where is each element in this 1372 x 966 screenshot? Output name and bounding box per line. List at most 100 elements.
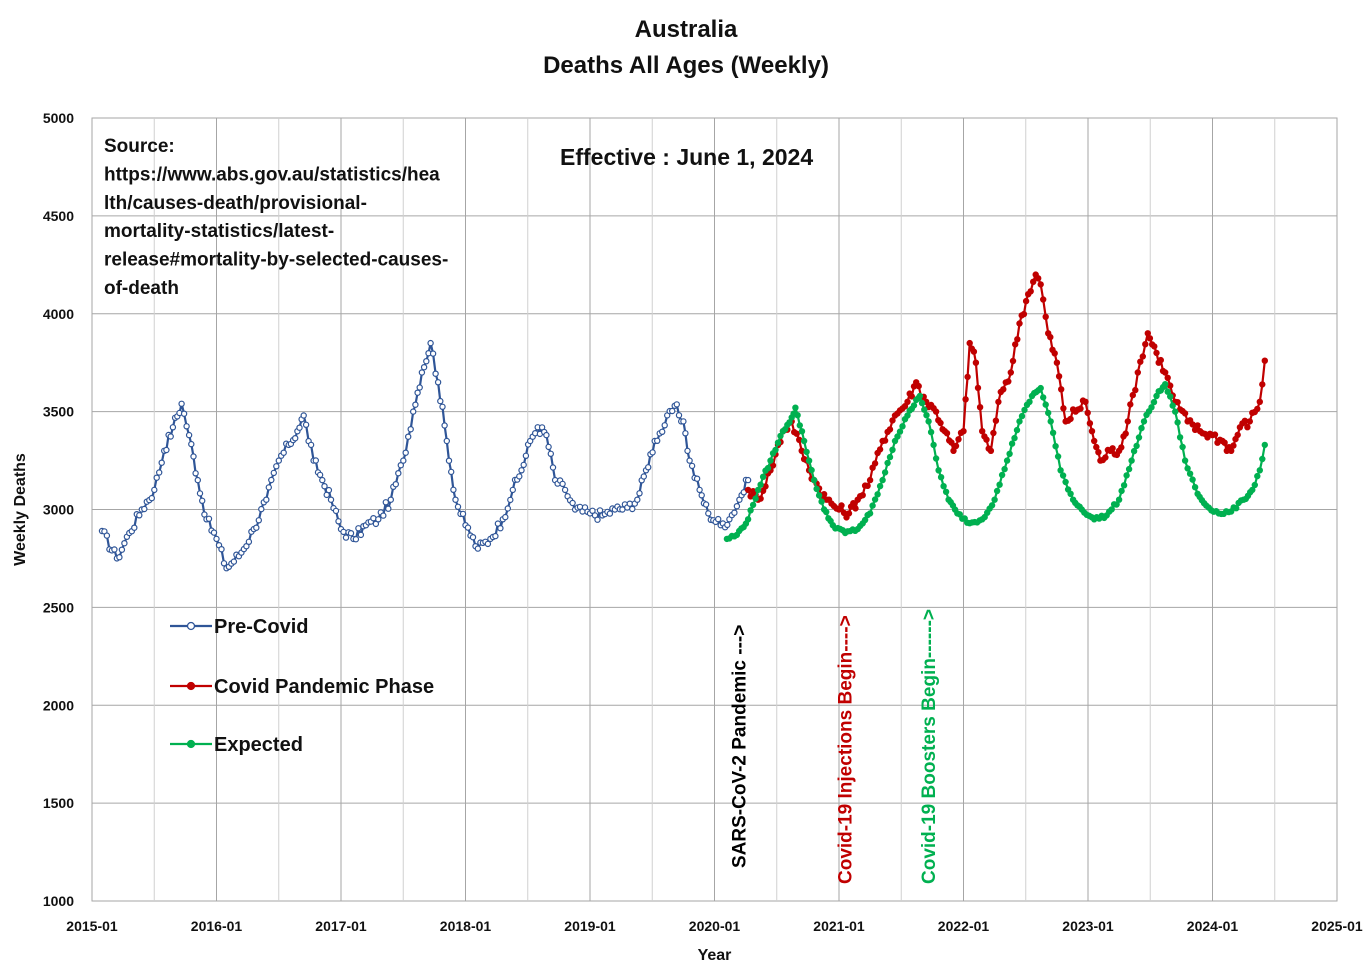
- series-group: [98, 271, 1269, 572]
- data-point: [896, 428, 904, 435]
- data-point: [543, 431, 550, 439]
- data-point: [1133, 442, 1140, 450]
- data-point: [265, 484, 272, 491]
- data-point: [410, 408, 417, 415]
- y-tick-label: 2500: [43, 599, 74, 615]
- data-point: [661, 422, 668, 429]
- data-point: [273, 463, 280, 470]
- annotation-text: SARS-CoV-2 Pandemic --->: [730, 625, 751, 868]
- data-point: [1130, 447, 1138, 455]
- data-point: [167, 433, 174, 440]
- data-point: [1148, 404, 1155, 411]
- data-point: [1018, 412, 1026, 420]
- chart-title: Australia: [634, 16, 738, 43]
- data-point: [686, 457, 693, 464]
- data-point: [889, 417, 896, 424]
- data-point: [1249, 486, 1256, 494]
- data-point: [385, 505, 392, 512]
- data-point: [937, 419, 944, 427]
- data-point: [669, 407, 676, 415]
- data-point: [210, 529, 218, 536]
- data-point: [395, 470, 402, 477]
- data-point: [606, 510, 614, 517]
- data-point: [757, 481, 764, 488]
- data-point: [1127, 401, 1134, 408]
- data-point: [871, 460, 879, 467]
- data-point: [1055, 373, 1063, 380]
- data-point: [871, 496, 879, 503]
- data-point: [884, 459, 891, 467]
- data-point: [1052, 443, 1059, 450]
- data-point: [876, 482, 884, 490]
- x-tick-label: 2024-01: [1187, 918, 1239, 934]
- data-point: [418, 369, 426, 376]
- data-point: [838, 502, 845, 509]
- data-point: [459, 510, 467, 518]
- data-point: [429, 350, 437, 357]
- data-point: [1082, 398, 1089, 405]
- data-point: [1118, 487, 1125, 495]
- y-tick-label: 5000: [43, 110, 74, 126]
- data-point: [659, 428, 666, 435]
- x-tick-label: 2019-01: [564, 918, 616, 934]
- data-point: [1181, 410, 1189, 417]
- data-point: [749, 501, 757, 509]
- data-point: [684, 447, 691, 455]
- data-point: [245, 538, 253, 546]
- data-point: [1124, 418, 1132, 425]
- data-point: [1118, 444, 1125, 451]
- data-point: [1139, 353, 1147, 360]
- data-point: [876, 446, 884, 453]
- data-point: [1016, 320, 1023, 327]
- data-point: [793, 430, 800, 437]
- legend-label: Covid Pandemic Phase: [214, 676, 434, 698]
- data-point: [103, 532, 111, 539]
- data-point: [1232, 505, 1240, 512]
- data-point: [925, 418, 932, 425]
- data-point: [185, 431, 193, 439]
- data-point: [1189, 476, 1196, 483]
- data-point: [702, 501, 710, 508]
- data-point: [698, 492, 705, 499]
- data-point: [1259, 381, 1266, 388]
- data-point: [1037, 384, 1044, 392]
- data-point: [559, 480, 566, 488]
- data-point: [715, 515, 722, 523]
- data-point: [1120, 482, 1128, 489]
- data-point: [1134, 369, 1142, 376]
- data-point: [992, 417, 1000, 424]
- data-point: [263, 496, 270, 503]
- data-point: [764, 464, 772, 472]
- data-point: [448, 468, 455, 476]
- data-point: [1042, 401, 1049, 408]
- data-point: [810, 476, 818, 484]
- data-point: [724, 521, 731, 529]
- data-point: [744, 516, 752, 523]
- data-point: [759, 473, 767, 480]
- data-point: [1051, 350, 1058, 357]
- data-point: [1027, 288, 1034, 295]
- data-point: [192, 470, 199, 477]
- data-point: [400, 457, 407, 464]
- data-point: [131, 524, 138, 531]
- data-point: [866, 510, 874, 517]
- data-point: [423, 358, 430, 365]
- data-point: [327, 496, 335, 503]
- data-point: [545, 443, 552, 451]
- data-point: [800, 437, 808, 445]
- data-point: [932, 455, 940, 462]
- data-point: [121, 540, 128, 547]
- data-point: [357, 531, 365, 539]
- data-point: [230, 558, 238, 565]
- x-tick-label: 2016-01: [191, 918, 243, 934]
- data-point: [886, 426, 894, 433]
- data-point: [733, 503, 741, 510]
- data-point: [879, 476, 886, 484]
- y-axis-label: Weekly Deaths: [12, 453, 29, 566]
- data-point: [509, 486, 516, 494]
- data-point: [1125, 465, 1133, 473]
- data-point: [899, 423, 906, 430]
- data-point: [1057, 386, 1065, 393]
- data-point: [1054, 453, 1062, 460]
- data-point: [302, 421, 310, 428]
